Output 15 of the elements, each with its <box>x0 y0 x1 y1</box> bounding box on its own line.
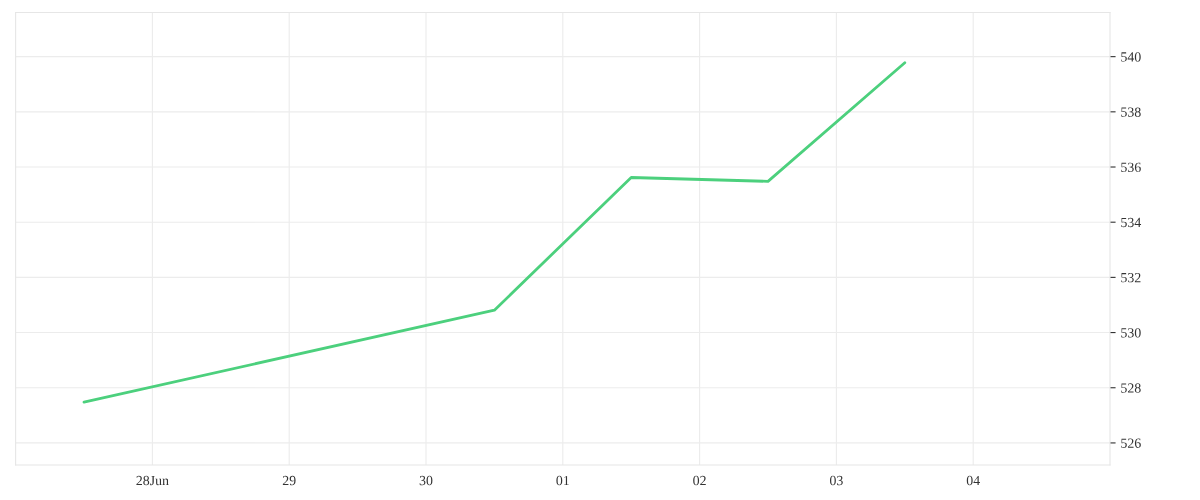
y-tick-label: 534 <box>1121 217 1142 228</box>
x-tick-label: 04 <box>966 475 980 486</box>
x-tick-label: 02 <box>693 475 706 486</box>
y-tick-label: 540 <box>1121 52 1141 62</box>
x-tick-label: 01 <box>556 475 569 486</box>
y-tick-label: 532 <box>1121 273 1141 283</box>
x-tick-label: 28Jun <box>136 475 169 486</box>
x-tick-label: 29 <box>282 475 296 486</box>
y-tick-label: 536 <box>1121 162 1141 172</box>
y-tick-label: 528 <box>1121 383 1141 393</box>
y-tick-label: 530 <box>1121 328 1141 338</box>
x-tick-label: 03 <box>829 475 843 486</box>
y-tick-label: 526 <box>1121 438 1141 448</box>
x-tick-label: 30 <box>419 475 433 486</box>
y-tick-label: 538 <box>1121 107 1141 117</box>
